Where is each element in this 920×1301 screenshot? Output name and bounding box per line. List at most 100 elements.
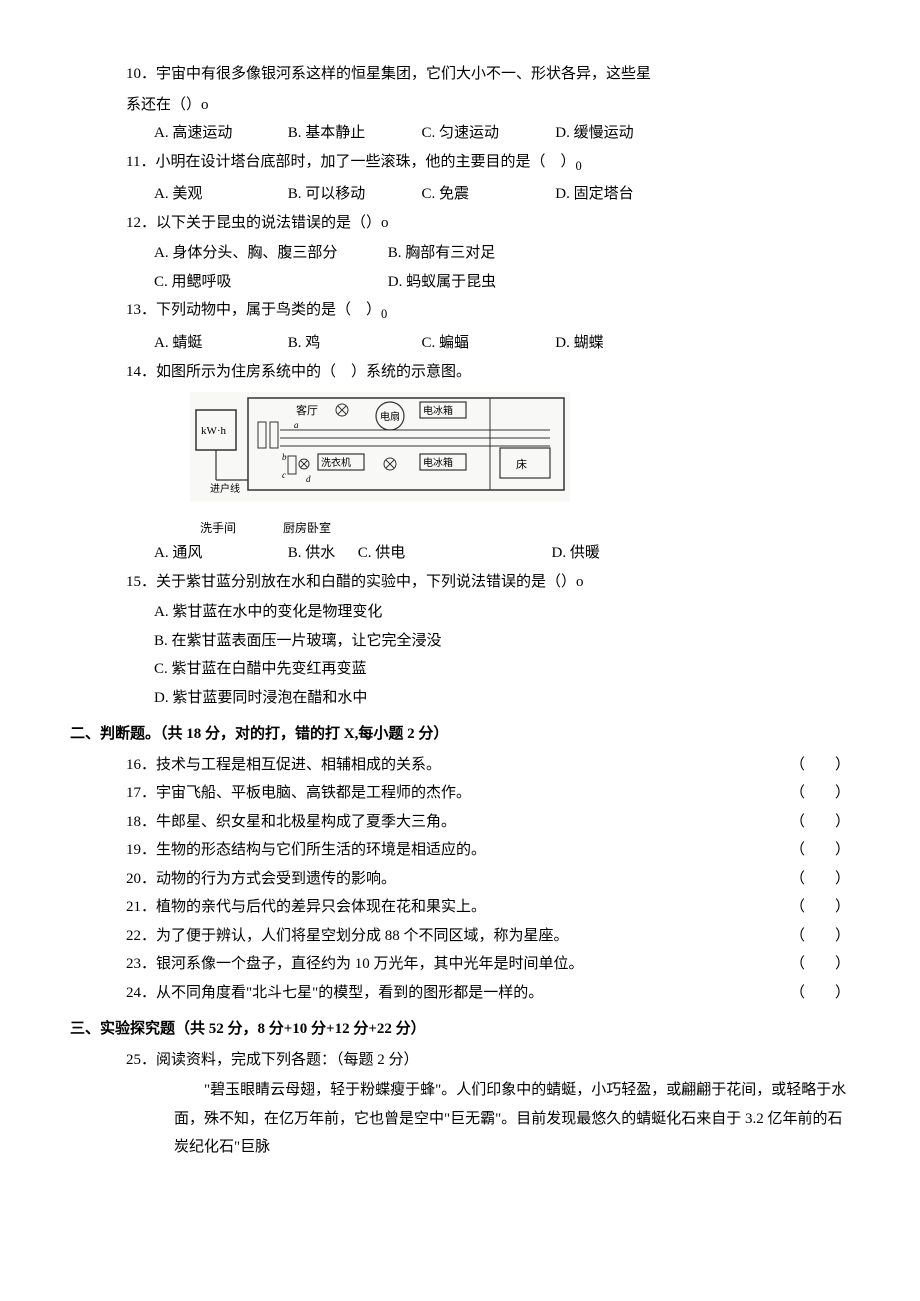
- q12-opt-d: D. 蚂蚁属于昆虫: [388, 268, 496, 297]
- question-25: 25．阅读资料，完成下列各题：（每题 2 分）: [126, 1046, 850, 1075]
- j24-text: ．从不同角度看"北斗七星"的模型，看到的图形都是一样的。: [141, 985, 543, 1001]
- q10-num: 10: [126, 66, 141, 82]
- svg-text:d: d: [306, 474, 311, 484]
- q25-text: ．阅读资料，完成下列各题：（每题 2 分）: [141, 1052, 419, 1068]
- diagram-fridge1: 电冰箱: [423, 404, 453, 417]
- q10-opt-c: C. 匀速运动: [422, 119, 552, 148]
- diagram-inlet: 进户线: [210, 482, 240, 495]
- diagram-livingroom: 客厅: [296, 403, 318, 417]
- j17-paren: （ ）: [790, 779, 850, 808]
- diagram-kitchen: 厨房卧室: [283, 517, 353, 540]
- question-12: 12．以下关于昆虫的说法错误的是（）o: [126, 209, 850, 238]
- judge-18: 18．牛郎星、织女星和北极星构成了夏季大三角。 （ ）: [126, 808, 850, 837]
- j23-num: 23: [126, 956, 141, 972]
- q15-text: ．关于紫甘蓝分别放在水和白醋的实验中，下列说法错误的是（）o: [141, 574, 584, 590]
- q15-opt-d: D. 紫甘蓝要同时浸泡在醋和水中: [154, 684, 850, 713]
- q12-options-cd: C. 用鳃呼吸 D. 蚂蚁属于昆虫: [154, 268, 850, 297]
- q11-opt-d: D. 固定塔台: [555, 180, 685, 209]
- diagram-bed: 床: [516, 457, 527, 471]
- j18-paren: （ ）: [790, 808, 850, 837]
- q14-options: A. 通风 B. 供水C. 供电 D. 供暖: [154, 539, 850, 568]
- judge-24: 24．从不同角度看"北斗七星"的模型，看到的图形都是一样的。 （ ）: [126, 979, 850, 1008]
- diagram-bathroom: 洗手间: [200, 517, 280, 540]
- q13-sub: 0: [381, 307, 387, 321]
- j23-text: ．银河系像一个盘子，直径约为 10 万光年，其中光年是时间单位。: [141, 956, 584, 972]
- q10-options: A. 高速运动 B. 基本静止 C. 匀速运动 D. 缓慢运动: [154, 119, 850, 148]
- j20-text: ．动物的行为方式会受到遗传的影响。: [141, 871, 396, 887]
- diagram-fridge2: 电冰箱: [423, 456, 453, 469]
- q13-text: ．下列动物中，属于鸟类的是（ ）: [141, 302, 381, 318]
- q13-num: 13: [126, 302, 141, 318]
- diagram-meter: kW·h: [201, 425, 227, 437]
- diagram-labels: 洗手间 厨房卧室: [200, 517, 850, 540]
- q11-text: ．小明在设计塔台底部时，加了一些滚珠，他的主要目的是（ ）: [140, 154, 575, 170]
- q12-opt-a: A. 身体分头、胸、腹三部分: [154, 239, 384, 268]
- q12-opt-c: C. 用鳃呼吸: [154, 268, 384, 297]
- j21-text: ．植物的亲代与后代的差异只会体现在花和果实上。: [141, 899, 486, 915]
- q11-options: A. 美观 B. 可以移动 C. 免震 D. 固定塔台: [154, 180, 850, 209]
- j16-text: ．技术与工程是相互促进、相辅相成的关系。: [141, 757, 441, 773]
- j18-text: ．牛郎星、织女星和北极星构成了夏季大三角。: [141, 814, 456, 830]
- question-11: 11．小明在设计塔台底部时，加了一些滚珠，他的主要目的是（ ）0: [126, 148, 850, 179]
- q14-opt-a: A. 通风: [154, 539, 284, 568]
- q11-sub: 0: [575, 159, 581, 173]
- q15-opt-b: B. 在紫甘蓝表面压一片玻璃，让它完全浸没: [154, 627, 850, 656]
- q12-opt-b: B. 胸部有三对足: [388, 239, 496, 268]
- j22-text: ．为了便于辨认，人们将星空划分成 88 个不同区域，称为星座。: [141, 928, 569, 944]
- q10-opt-d: D. 缓慢运动: [555, 119, 685, 148]
- j19-paren: （ ）: [790, 836, 850, 865]
- j20-num: 20: [126, 871, 141, 887]
- q14-opt-c: C. 供电: [358, 539, 548, 568]
- j21-num: 21: [126, 899, 141, 915]
- section2-heading: 二、判断题。（共 18 分，对的打，错的打 X,每小题 2 分）: [70, 720, 850, 749]
- circuit-diagram: kW·h 进户线 客厅 电扇 电冰箱 洗衣机 电冰箱: [190, 392, 850, 513]
- section3-heading: 三、实验探究题（共 52 分，8 分+10 分+12 分+22 分）: [70, 1015, 850, 1044]
- j19-text: ．生物的形态结构与它们所生活的环境是相适应的。: [141, 842, 486, 858]
- q10-opt-b: B. 基本静止: [288, 119, 418, 148]
- q13-opt-a: A. 蜻蜓: [154, 329, 284, 358]
- question-14: 14．如图所示为住房系统中的（ ）系统的示意图。: [126, 358, 850, 387]
- diagram-fan: 电扇: [380, 410, 400, 423]
- j16-num: 16: [126, 757, 141, 773]
- q12-options-ab: A. 身体分头、胸、腹三部分 B. 胸部有三对足: [154, 239, 850, 268]
- svg-text:b: b: [282, 452, 287, 462]
- q12-text: ．以下关于昆虫的说法错误的是（）o: [141, 215, 389, 231]
- j17-num: 17: [126, 785, 141, 801]
- question-15: 15．关于紫甘蓝分别放在水和白醋的实验中，下列说法错误的是（）o: [126, 568, 850, 597]
- q25-passage: "碧玉眼睛云母翅，轻于粉蝶瘦于蜂"。人们印象中的蜻蜓，小巧轻盈，或翩翩于花间，或…: [174, 1076, 850, 1162]
- q13-opt-c: C. 蝙蝠: [422, 329, 552, 358]
- diagram-washer: 洗衣机: [321, 456, 351, 469]
- circuit-svg: kW·h 进户线 客厅 电扇 电冰箱 洗衣机 电冰箱: [190, 392, 570, 502]
- q10-opt-a: A. 高速运动: [154, 119, 284, 148]
- judge-20: 20．动物的行为方式会受到遗传的影响。 （ ）: [126, 865, 850, 894]
- q14-text: ．如图所示为住房系统中的（ ）系统的示意图。: [141, 364, 471, 380]
- judge-22: 22．为了便于辨认，人们将星空划分成 88 个不同区域，称为星座。 （ ）: [126, 922, 850, 951]
- q10-line1: ．宇宙中有很多像银河系这样的恒星集团，它们大小不一、形状各异，这些星: [141, 66, 651, 82]
- judge-16: 16．技术与工程是相互促进、相辅相成的关系。 （ ）: [126, 751, 850, 780]
- q13-options: A. 蜻蜓 B. 鸡 C. 蝙蝠 D. 蝴蝶: [154, 329, 850, 358]
- j16-paren: （ ）: [790, 751, 850, 780]
- q11-opt-b: B. 可以移动: [288, 180, 418, 209]
- q13-opt-b: B. 鸡: [288, 329, 418, 358]
- q15-opt-a: A. 紫甘蓝在水中的变化是物理变化: [154, 598, 850, 627]
- j20-paren: （ ）: [790, 865, 850, 894]
- q10-line2: 系还在（）o: [126, 91, 850, 120]
- svg-text:c: c: [282, 470, 286, 480]
- q14-num: 14: [126, 364, 141, 380]
- q13-opt-d: D. 蝴蝶: [555, 329, 685, 358]
- q11-opt-a: A. 美观: [154, 180, 284, 209]
- j19-num: 19: [126, 842, 141, 858]
- q14-opt-b: B. 供水: [288, 539, 358, 568]
- question-13: 13．下列动物中，属于鸟类的是（ ）0: [126, 296, 850, 327]
- j17-text: ．宇宙飞船、平板电脑、高铁都是工程师的杰作。: [141, 785, 471, 801]
- judge-21: 21．植物的亲代与后代的差异只会体现在花和果实上。 （ ）: [126, 893, 850, 922]
- q11-num: 11: [126, 154, 140, 170]
- j24-paren: （ ）: [790, 979, 850, 1008]
- j24-num: 24: [126, 985, 141, 1001]
- j22-paren: （ ）: [790, 922, 850, 951]
- q25-num: 25: [126, 1052, 141, 1068]
- q14-opt-d: D. 供暖: [552, 539, 682, 568]
- question-10: 10．宇宙中有很多像银河系这样的恒星集团，它们大小不一、形状各异，这些星: [126, 60, 850, 89]
- j22-num: 22: [126, 928, 141, 944]
- j23-paren: （ ）: [790, 950, 850, 979]
